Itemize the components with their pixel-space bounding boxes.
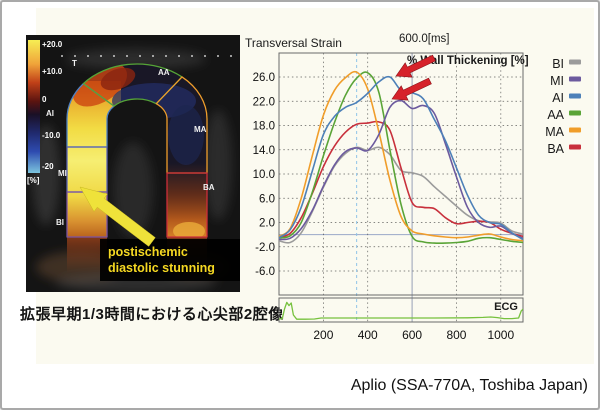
curve-mi — [279, 99, 523, 241]
x-tick-label: 600 — [402, 328, 422, 342]
legend-marker-mi — [569, 76, 581, 82]
legend-marker-ba — [569, 144, 581, 150]
ecg-polyline — [279, 301, 523, 320]
annotation-line1: postischemic — [108, 245, 188, 259]
y-tick-label: 26.0 — [253, 72, 275, 84]
ultrasound-image: +20.0 +10.0 0 -10.0 -20 [%] T AA MA BA A… — [26, 35, 240, 293]
colorbar-label-plus20: +20.0 — [42, 40, 63, 49]
red-arrow-icon-1 — [395, 54, 436, 78]
curve-ma — [279, 70, 523, 242]
label-ai: AI — [46, 109, 54, 118]
plot-box — [278, 52, 524, 296]
strain-chart: 26.0 22.0 18.0 14.0 10.0 6.0 2.0 -2.0 -6.0 200 400… — [242, 28, 598, 348]
caption-japanese: 拡張早期1/3時間における心尖部2腔像 — [20, 306, 284, 323]
y-tick-label: 22.0 — [253, 96, 275, 108]
segment-ma — [155, 76, 208, 174]
y-tick-label: 6.0 — [259, 193, 275, 205]
label-ma: MA — [194, 125, 207, 134]
y-tick-label: 2.0 — [259, 218, 275, 230]
segment-aa — [82, 63, 183, 107]
legend-label-bi: BI — [552, 57, 564, 71]
ecg-box — [278, 297, 524, 323]
segment-ba — [166, 172, 208, 238]
legend-label-ma: MA — [545, 125, 564, 139]
y-tick-label: -2.0 — [255, 242, 275, 254]
legend: BI MI AI AA MA BA — [545, 57, 581, 156]
y-tick-label: -6.0 — [255, 266, 275, 278]
legend-label-aa: AA — [547, 108, 564, 122]
colorbar-label-plus10: +10.0 — [42, 67, 63, 76]
wall-thickening-arrows — [391, 54, 436, 101]
y-tick-label: 18.0 — [253, 121, 275, 133]
strain-colorbar — [28, 40, 40, 173]
colorbar-label-minus20: -20 — [42, 162, 54, 171]
curve-ba — [279, 120, 523, 239]
red-arrow-icon-2 — [391, 77, 432, 101]
label-mi: MI — [58, 169, 67, 178]
ultrasound-art: +20.0 +10.0 0 -10.0 -20 [%] T AA MA BA A… — [26, 35, 240, 293]
yellow-arrow-icon — [79, 186, 156, 247]
label-aa: AA — [158, 68, 170, 77]
colorbar-label-minus10: -10.0 — [42, 131, 61, 140]
x-tick-label: 800 — [446, 328, 466, 342]
chart-title: Transversal Strain — [245, 36, 342, 50]
legend-marker-ma — [569, 127, 581, 133]
y-tick-label: 14.0 — [253, 145, 275, 157]
annotation-line2: diastolic stunning — [108, 261, 215, 275]
x-tick-label: 400 — [358, 328, 378, 342]
label-bi: BI — [56, 218, 64, 227]
legend-marker-ai — [569, 93, 581, 99]
legend-label-ai: AI — [552, 91, 564, 105]
curve-aa — [279, 71, 523, 245]
legend-marker-bi — [569, 59, 581, 65]
legend-label-ba: BA — [547, 142, 564, 156]
label-ba: BA — [203, 183, 215, 192]
t-marker: T — [72, 59, 77, 68]
credit-text: Aplio (SSA-770A, Toshiba Japan) — [350, 377, 588, 394]
cursor-time-label: 600.0[ms] — [399, 33, 450, 45]
axis-ticks: 26.0 22.0 18.0 14.0 10.0 6.0 2.0 -2.0 -6.0 200 400… — [253, 72, 515, 342]
colorbar-unit: [%] — [27, 176, 40, 185]
x-tick-label: 1000 — [487, 328, 514, 342]
wall-thickening-label: % Wall Thickening [%] — [407, 55, 529, 67]
colorbar-label-zero: 0 — [42, 95, 47, 104]
y-tick-label: 10.0 — [253, 169, 275, 181]
ecg-label: ECG — [494, 301, 518, 313]
legend-label-mi: MI — [550, 74, 564, 88]
x-tick-label: 200 — [313, 328, 333, 342]
legend-marker-aa — [569, 110, 581, 116]
strain-chart-svg: 26.0 22.0 18.0 14.0 10.0 6.0 2.0 -2.0 -6.0 200 400… — [245, 33, 581, 342]
annotation-box — [100, 239, 240, 281]
ecg-trace — [279, 301, 523, 320]
depth-marker-dots — [61, 55, 232, 57]
